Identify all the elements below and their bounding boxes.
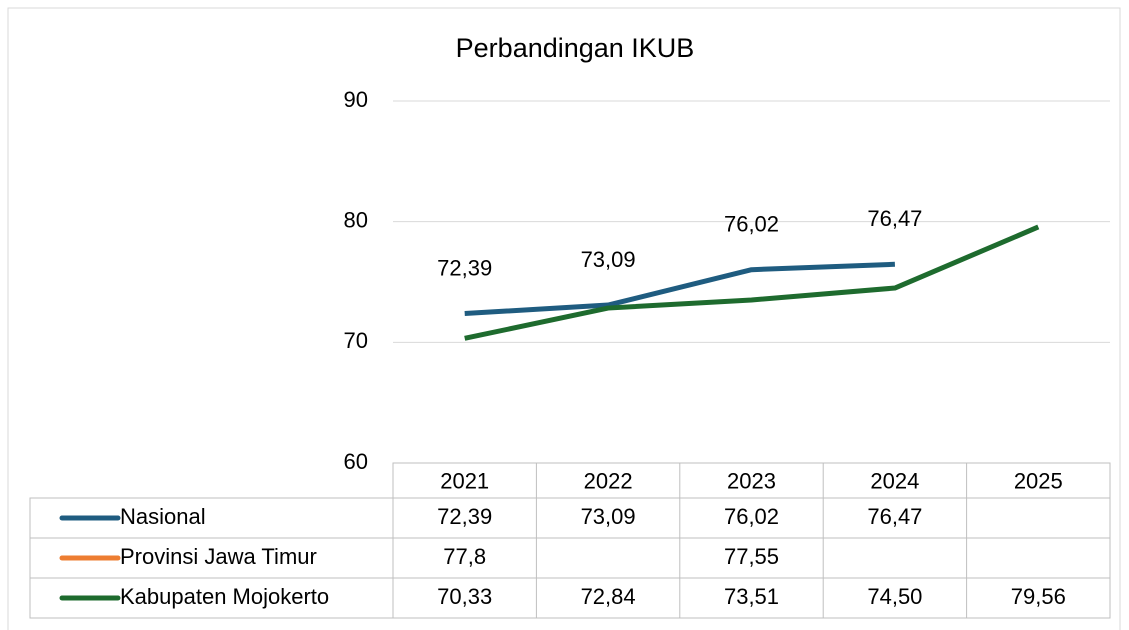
x-tick-label: 2022 <box>584 468 633 493</box>
legend-label: Provinsi Jawa Timur <box>120 544 317 569</box>
y-tick-label: 90 <box>344 87 368 112</box>
legend-label: Nasional <box>120 504 206 529</box>
data-label: 73,09 <box>581 247 636 272</box>
table-value: 79,56 <box>1011 584 1066 609</box>
table-value: 77,8 <box>443 544 486 569</box>
legend-label: Kabupaten Mojokerto <box>120 584 329 609</box>
y-tick-label: 70 <box>344 328 368 353</box>
chart-border <box>7 7 1121 630</box>
table-value: 77,55 <box>724 544 779 569</box>
table-value: 73,51 <box>724 584 779 609</box>
table-value: 72,84 <box>581 584 636 609</box>
x-tick-label: 2024 <box>870 468 919 493</box>
x-tick-label: 2023 <box>727 468 776 493</box>
x-tick-label: 2021 <box>440 468 489 493</box>
table-value: 74,50 <box>867 584 922 609</box>
data-label: 72,39 <box>437 255 492 280</box>
y-tick-label: 80 <box>344 207 368 232</box>
line-series <box>464 224 1040 341</box>
data-label: 76,02 <box>724 212 779 237</box>
table-cell <box>29 577 1111 619</box>
x-tick-label: 2025 <box>1014 468 1063 493</box>
table-value: 76,47 <box>867 504 922 529</box>
data-label: 76,47 <box>867 206 922 231</box>
table-value: 76,02 <box>724 504 779 529</box>
table-value: 73,09 <box>581 504 636 529</box>
line-series <box>464 261 895 316</box>
y-tick-label: 60 <box>344 449 368 474</box>
chart-title: Perbandingan IKUB <box>456 33 695 63</box>
table-value: 72,39 <box>437 504 492 529</box>
table-value: 70,33 <box>437 584 492 609</box>
